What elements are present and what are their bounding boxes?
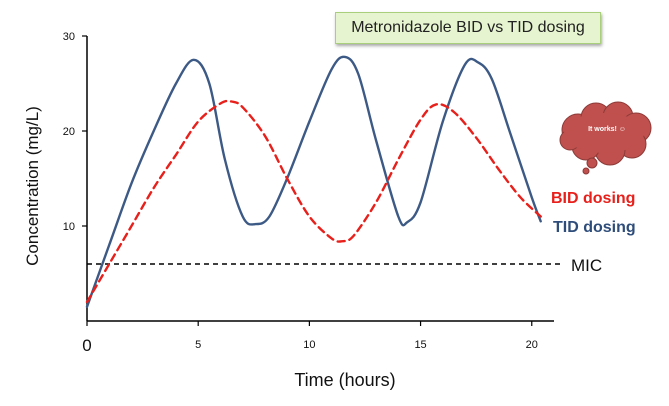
cloud-icon <box>559 101 652 175</box>
thought-cloud: It works! ☺ <box>556 100 658 175</box>
y-tick-label: 10 <box>63 221 75 233</box>
x-axis-label: Time (hours) <box>294 370 396 390</box>
mic-label: MIC <box>571 256 603 275</box>
x-tick-label: 10 <box>303 339 315 351</box>
series-line-tid-dosing <box>85 55 542 308</box>
chart-title: Metronidazole BID vs TID dosing <box>335 12 601 44</box>
x-tick-label: 0 <box>82 336 91 355</box>
x-tick-label: 15 <box>414 339 426 351</box>
x-tick-label: 20 <box>526 339 538 351</box>
y-tick-label: 30 <box>63 31 75 43</box>
cloud-annotation-text: It works! ☺ <box>588 126 626 133</box>
legend-tid-dosing: TID dosing <box>553 219 636 236</box>
y-tick-label: 20 <box>63 126 75 138</box>
y-axis-label: Concentration (mg/L) <box>23 106 42 266</box>
series-layer <box>85 55 542 308</box>
series-line-bid-dosing <box>85 99 542 304</box>
x-tick-label: 5 <box>195 339 201 351</box>
legend-bid-dosing: BID dosing <box>551 190 636 207</box>
axes: 10 20 30 0 5 10 15 20 <box>63 31 554 355</box>
